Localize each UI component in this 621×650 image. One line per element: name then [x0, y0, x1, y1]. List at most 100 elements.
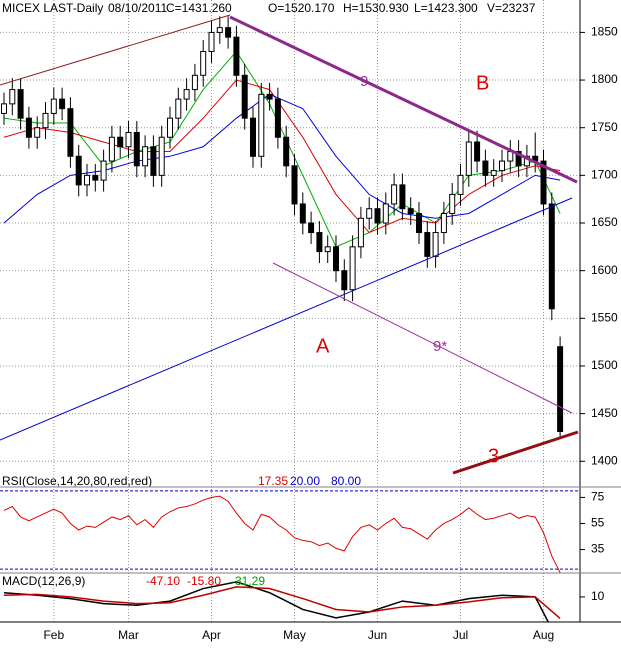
plot-layer [1, 16, 564, 440]
candle-body [42, 112, 49, 129]
candle-body [9, 89, 16, 105]
rsi-reading: 17.35 [258, 474, 288, 488]
price-date: 08/10/2011 [108, 1, 167, 15]
annotation: B [476, 72, 489, 94]
rsi-reading: 80.00 [331, 474, 361, 488]
macd-title: MACD(12,26,9) [2, 574, 85, 588]
candle-body [308, 222, 315, 234]
trendlines [0, 14, 579, 475]
candle-body [291, 165, 298, 205]
candle-body [366, 208, 373, 219]
candle-body [208, 31, 215, 52]
candle-body [191, 74, 198, 91]
y-tick-label: 1650 [591, 215, 618, 229]
x-tick-label: Apr [202, 628, 221, 642]
candle-body [133, 131, 140, 167]
candle-body [499, 160, 505, 172]
candle-body [515, 151, 522, 167]
trendline [0, 14, 231, 86]
moving-average [3, 79, 561, 234]
x-tick-label: May [283, 628, 306, 642]
rsi-reading: 20.00 [290, 474, 320, 488]
plot-layer [3, 581, 561, 622]
plot-layer [0, 490, 580, 573]
macd-reading: -47.10 [146, 574, 180, 588]
candle-body [241, 74, 248, 119]
candle-body [557, 346, 564, 432]
candle-body [457, 174, 464, 195]
candle-body [432, 232, 439, 257]
line [3, 581, 550, 622]
trendline [0, 197, 573, 441]
candle-body [407, 208, 414, 214]
moving-average [3, 93, 561, 224]
quote: C=1431.260 [166, 1, 232, 15]
y-tick-label: 1750 [591, 120, 618, 134]
trendline [272, 262, 573, 414]
annotation: A [316, 335, 330, 357]
candle-body [150, 146, 157, 176]
trendline [229, 15, 578, 184]
candle-body [482, 160, 489, 176]
x-tick-label: Jun [368, 628, 387, 642]
y-tick-label: 1800 [591, 72, 618, 86]
x-tick-label: Feb [43, 628, 64, 642]
annotation: 9* [433, 338, 447, 355]
candle-body [75, 155, 82, 186]
x-tick-label: Mar [118, 628, 139, 642]
candle-body [382, 203, 389, 224]
candle-body [250, 117, 256, 157]
candle-body [117, 136, 124, 148]
candle-body [357, 217, 364, 248]
candle-body [1, 103, 7, 114]
candle-body [540, 160, 547, 205]
candle-body [25, 117, 32, 138]
candle-body [167, 117, 173, 138]
macd-reading: -15.80 [187, 574, 221, 588]
candle-body [100, 160, 107, 181]
candle-body [125, 131, 132, 148]
y-tick-label: 75 [591, 490, 605, 504]
y-tick-label: 1450 [591, 406, 618, 420]
quote: L=1423.300 [414, 1, 478, 15]
x-tick-label: Jul [453, 628, 468, 642]
candle-body [424, 232, 431, 257]
price-title: MICEX LAST-Daily [2, 1, 103, 15]
candle-body [349, 246, 356, 291]
candle-body [474, 141, 481, 162]
candle-body [142, 146, 149, 167]
candle-body [183, 89, 190, 100]
candle-body [324, 246, 331, 253]
candle-body [84, 174, 90, 186]
candle-body [341, 270, 348, 291]
y-tick-label: 1400 [591, 453, 618, 467]
quote: H=1530.930 [343, 1, 409, 15]
candle-body [108, 136, 115, 162]
y-tick-label: 1500 [591, 358, 618, 372]
candle-body [416, 212, 422, 234]
y-tick-label: 1700 [591, 168, 618, 182]
candle-body [225, 27, 232, 38]
x-tick-label: Aug [533, 628, 554, 642]
y-tick-label: 35 [591, 542, 605, 556]
candle-body [17, 89, 24, 119]
candle-body [266, 93, 273, 100]
candle-body [548, 203, 555, 310]
candle-body [299, 203, 306, 224]
quote: O=1520.170 [268, 1, 335, 15]
y-tick-label: 55 [591, 516, 605, 530]
candle-body [391, 184, 398, 205]
y-tick-label: 1550 [591, 310, 618, 324]
candle-body [333, 246, 339, 272]
candle-body [67, 108, 74, 157]
candle-body [316, 232, 323, 253]
candle-body [507, 151, 514, 162]
candle-body [158, 136, 165, 176]
candle-body [200, 50, 207, 76]
rsi-title: RSI(Close,14,20,80,red,red) [2, 474, 152, 488]
candle-body [216, 27, 223, 33]
candle-body [233, 36, 240, 76]
line [3, 495, 561, 573]
candle-body [449, 193, 456, 214]
